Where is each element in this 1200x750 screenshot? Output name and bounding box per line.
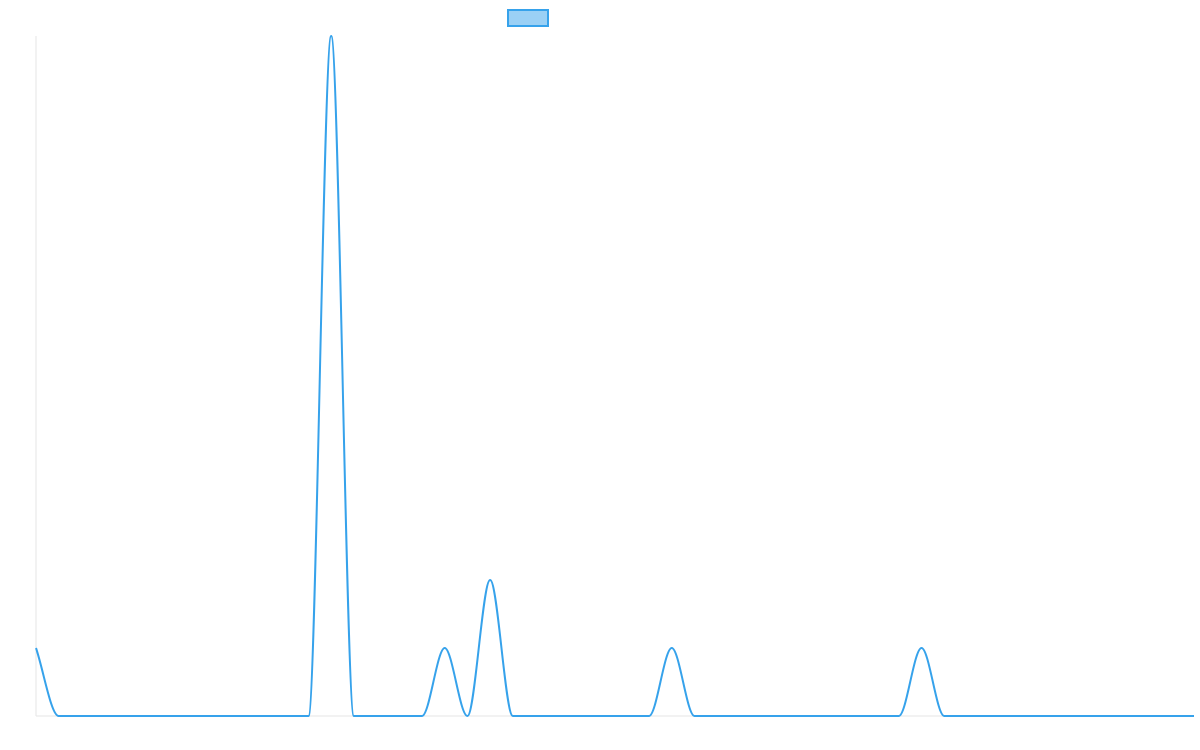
data-point[interactable]	[283, 713, 289, 719]
series-line	[35, 34, 1194, 718]
data-point[interactable]	[464, 713, 470, 719]
data-point[interactable]	[623, 713, 629, 719]
data-point[interactable]	[919, 645, 925, 651]
data-point[interactable]	[215, 713, 221, 719]
data-point[interactable]	[1168, 713, 1174, 719]
data-point[interactable]	[442, 645, 448, 651]
data-point[interactable]	[646, 713, 652, 719]
data-point[interactable]	[1100, 713, 1106, 719]
data-point[interactable]	[555, 713, 561, 719]
data-point[interactable]	[782, 713, 788, 719]
data-point[interactable]	[419, 713, 425, 719]
data-point[interactable]	[396, 713, 402, 719]
data-point[interactable]	[56, 713, 62, 719]
data-point[interactable]	[351, 713, 357, 719]
data-point[interactable]	[578, 713, 584, 719]
data-point[interactable]	[805, 713, 811, 719]
data-point[interactable]	[169, 713, 175, 719]
data-point[interactable]	[78, 713, 84, 719]
data-point[interactable]	[305, 713, 311, 719]
data-point[interactable]	[147, 713, 153, 719]
data-point[interactable]	[1077, 713, 1083, 719]
data-point[interactable]	[1009, 713, 1015, 719]
legend[interactable]	[507, 9, 549, 27]
data-point[interactable]	[124, 713, 130, 719]
data-point[interactable]	[737, 713, 743, 719]
data-point[interactable]	[237, 713, 243, 719]
data-point[interactable]	[1191, 713, 1197, 719]
data-point[interactable]	[1146, 713, 1152, 719]
data-point[interactable]	[828, 713, 834, 719]
data-point[interactable]	[691, 713, 697, 719]
data-point[interactable]	[101, 713, 107, 719]
data-point[interactable]	[873, 713, 879, 719]
data-point[interactable]	[850, 713, 856, 719]
data-point[interactable]	[987, 713, 993, 719]
data-point[interactable]	[510, 713, 516, 719]
data-point[interactable]	[533, 713, 539, 719]
data-point[interactable]	[192, 713, 198, 719]
data-point[interactable]	[941, 713, 947, 719]
data-point[interactable]	[1055, 713, 1061, 719]
data-point[interactable]	[669, 645, 675, 651]
legend-swatch[interactable]	[507, 9, 549, 27]
data-point[interactable]	[714, 713, 720, 719]
data-point[interactable]	[601, 713, 607, 719]
data-point[interactable]	[328, 33, 334, 39]
data-point[interactable]	[374, 713, 380, 719]
data-point[interactable]	[964, 713, 970, 719]
data-point[interactable]	[33, 645, 39, 651]
data-point[interactable]	[760, 713, 766, 719]
data-point[interactable]	[896, 713, 902, 719]
data-point[interactable]	[260, 713, 266, 719]
data-point[interactable]	[1032, 713, 1038, 719]
data-point[interactable]	[487, 577, 493, 583]
data-point[interactable]	[1123, 713, 1129, 719]
plot-area	[33, 33, 1197, 719]
